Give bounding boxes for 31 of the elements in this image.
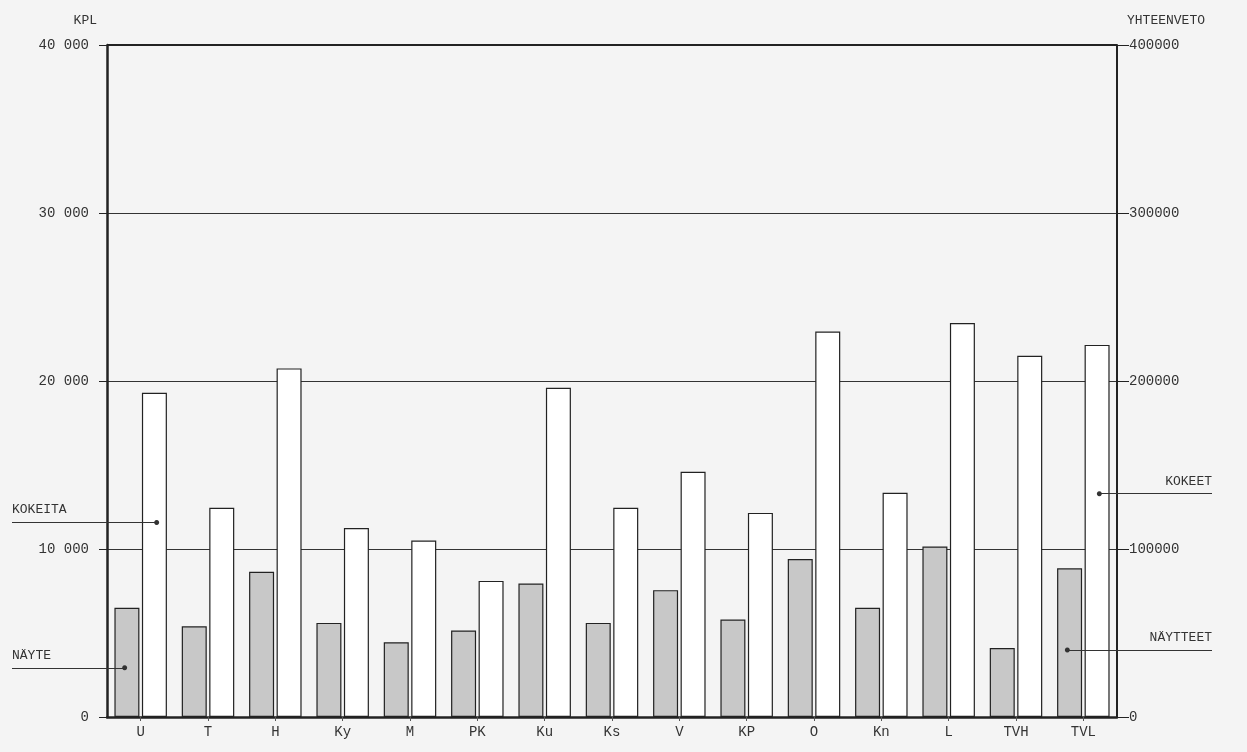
y-tick-label: 0: [80, 709, 89, 725]
y2-tick-label: 100000: [1129, 541, 1180, 557]
y2-tick-label: 200000: [1129, 373, 1180, 389]
y-axis-title: KPL: [73, 13, 97, 28]
x-tick-label: V: [675, 724, 685, 740]
y2-tick-label: 400000: [1129, 37, 1180, 53]
x-tick-label: TVH: [1003, 724, 1029, 740]
x-tick-label: Ks: [603, 724, 621, 740]
x-tick-label: T: [203, 724, 213, 740]
x-tick-label: M: [405, 724, 415, 740]
x-tick-label: PK: [468, 724, 487, 740]
y-tick-label: 10 000: [38, 541, 89, 557]
x-tick-label: H: [271, 724, 280, 740]
y-tick-label: 20 000: [38, 373, 89, 389]
x-tick-label: KP: [738, 724, 756, 740]
text: NÄYTTEET: [1149, 630, 1213, 646]
x-tick-label: O: [809, 724, 819, 740]
x-tick-label: U: [136, 724, 145, 740]
y2-tick-label: 300000: [1129, 205, 1180, 221]
x-tick-label: Ku: [536, 724, 554, 740]
x-tick-label: Kn: [872, 724, 890, 740]
x-tick-label: L: [944, 724, 953, 740]
text: KOKEET: [1165, 473, 1213, 489]
text: NÄYTE: [12, 647, 52, 663]
y2-axis-title: YHTEENVETO: [1127, 13, 1206, 28]
y-tick-label: 30 000: [38, 205, 89, 221]
x-tick-label: Ky: [334, 724, 352, 740]
x-tick-label: TVL: [1070, 724, 1096, 740]
y-tick-label: 40 000: [38, 37, 89, 53]
text: KOKEITA: [12, 502, 67, 518]
y2-tick-label: 0: [1129, 709, 1138, 725]
